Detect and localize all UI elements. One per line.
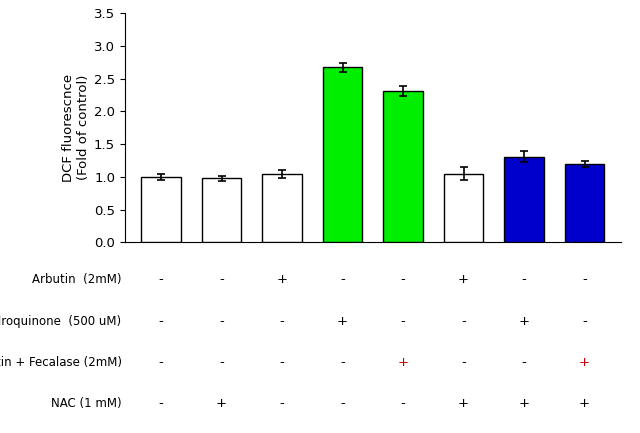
Text: -: -	[340, 356, 345, 369]
Text: -: -	[340, 397, 345, 410]
Text: +: +	[579, 356, 590, 369]
Text: Arbutin  (2mM): Arbutin (2mM)	[32, 273, 122, 286]
Text: +: +	[458, 397, 469, 410]
Text: +: +	[397, 356, 408, 369]
Text: -: -	[522, 273, 526, 286]
Y-axis label: DCF fluorescnce
(Fold of control): DCF fluorescnce (Fold of control)	[62, 74, 90, 182]
Text: +: +	[518, 315, 529, 328]
Text: +: +	[579, 397, 590, 410]
Text: -: -	[582, 315, 587, 328]
Bar	[383, 91, 422, 242]
Text: Hydroquinone  (500 uM): Hydroquinone (500 uM)	[0, 315, 122, 328]
Text: -: -	[582, 273, 587, 286]
Bar	[262, 174, 301, 242]
Text: -: -	[280, 356, 284, 369]
Text: -: -	[461, 315, 466, 328]
Text: +: +	[337, 315, 348, 328]
Text: -: -	[220, 315, 224, 328]
Text: -: -	[401, 315, 405, 328]
Text: +: +	[216, 397, 227, 410]
Text: -: -	[159, 397, 163, 410]
Bar	[444, 174, 483, 242]
Text: -: -	[401, 273, 405, 286]
Text: -: -	[401, 397, 405, 410]
Text: -: -	[159, 273, 163, 286]
Text: +: +	[276, 273, 287, 286]
Text: -: -	[220, 356, 224, 369]
Text: Arbutin + Fecalase (2mM): Arbutin + Fecalase (2mM)	[0, 356, 122, 369]
Bar	[565, 164, 604, 242]
Text: -: -	[280, 315, 284, 328]
Text: -: -	[522, 356, 526, 369]
Text: NAC (1 mM): NAC (1 mM)	[51, 397, 122, 410]
Bar	[141, 177, 180, 242]
Bar	[202, 178, 241, 242]
Text: -: -	[159, 315, 163, 328]
Text: -: -	[280, 397, 284, 410]
Bar	[323, 68, 362, 242]
Text: -: -	[340, 273, 345, 286]
Text: -: -	[159, 356, 163, 369]
Bar	[504, 157, 543, 242]
Text: -: -	[461, 356, 466, 369]
Text: +: +	[518, 397, 529, 410]
Text: +: +	[458, 273, 469, 286]
Text: -: -	[220, 273, 224, 286]
